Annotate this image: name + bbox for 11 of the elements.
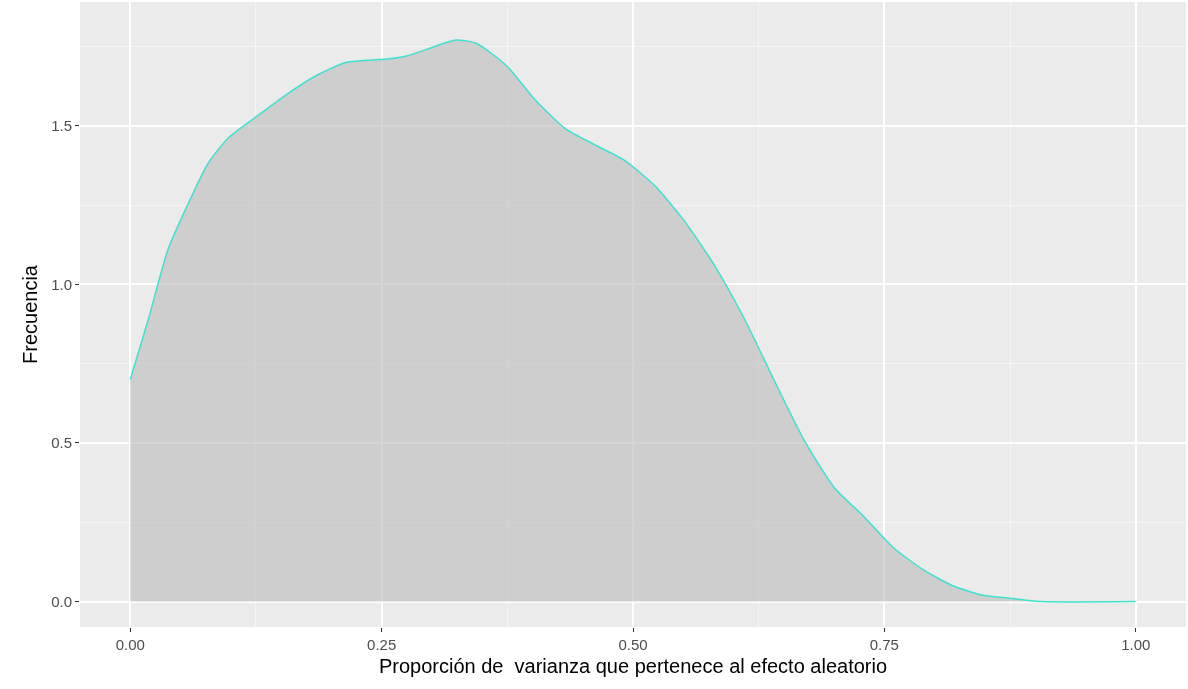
y-axis-title: Frecuencia	[18, 264, 41, 364]
x-tick-label: 0.00	[115, 636, 145, 653]
x-tick-label: 0.75	[869, 636, 899, 653]
y-tick-label: 0.5	[51, 434, 72, 452]
x-tick-label: 1.00	[1121, 636, 1151, 653]
y-tick-label: 0.0	[51, 592, 72, 610]
x-tick-label: 0.50	[618, 636, 648, 653]
x-tick-label: 0.25	[367, 636, 397, 653]
y-tick-label: 1.5	[51, 116, 72, 134]
x-axis-title: Proporción de varianza que pertenece al efecto aleatorio	[378, 654, 888, 677]
y-tick-label: 1.0	[51, 275, 72, 293]
